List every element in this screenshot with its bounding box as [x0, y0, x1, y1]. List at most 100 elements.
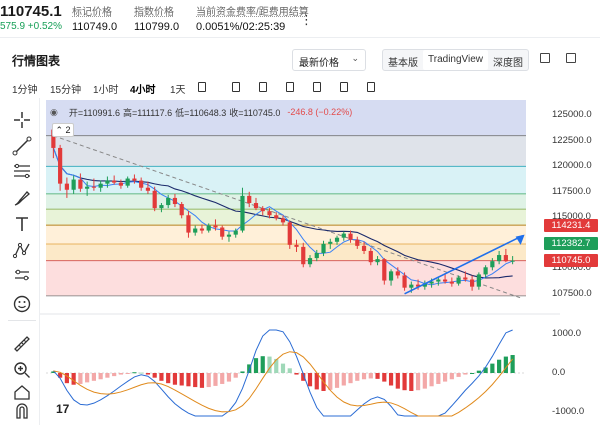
candle — [307, 258, 313, 265]
fullscreen-icon[interactable] — [540, 53, 550, 63]
price-tick-label: 115000.0 — [552, 211, 591, 223]
candle — [490, 261, 495, 268]
candle — [274, 215, 279, 219]
zoom-in-icon[interactable] — [12, 360, 32, 380]
candle — [139, 180, 144, 188]
ohlc-low: 低=110648.3 — [175, 107, 227, 118]
price-tick-label: 117500.0 — [552, 185, 591, 197]
chart-type-icon[interactable] — [259, 82, 267, 92]
ruler-icon[interactable] — [12, 334, 32, 354]
text-icon[interactable] — [12, 214, 32, 234]
candle — [71, 179, 76, 190]
settings-icon[interactable] — [198, 82, 206, 92]
tab-basic[interactable]: 基本版 — [388, 58, 418, 69]
magnet-icon[interactable] — [12, 400, 32, 420]
macd-bar — [470, 373, 475, 374]
candle — [159, 205, 164, 209]
candle — [287, 222, 292, 245]
ma-short-line — [52, 147, 513, 286]
price-tick-label: 120000.0 — [552, 160, 592, 172]
macd-bar — [58, 373, 63, 378]
macd-bar — [71, 373, 76, 385]
candle — [463, 277, 468, 280]
price-type-dropdown[interactable]: 最新价格 ⌄ — [292, 49, 366, 71]
macd-bar — [476, 370, 481, 373]
popout-icon[interactable] — [566, 53, 576, 63]
macd-bar — [199, 373, 205, 388]
price-tick-label: 110000.0 — [552, 262, 591, 274]
timeframe-1h[interactable]: 1小时 — [93, 85, 119, 96]
indicator-icon[interactable] — [232, 82, 240, 92]
brush-icon[interactable] — [12, 188, 32, 208]
indicator-toggle-button[interactable]: ⌃ 2 — [52, 123, 74, 137]
macd-bar — [463, 373, 468, 375]
price-tick-label: 125000.0 — [552, 109, 592, 121]
macd-bar — [132, 372, 137, 374]
candle — [375, 259, 380, 263]
candle — [415, 284, 421, 287]
price-tick-label: 122500.0 — [552, 134, 592, 146]
candle — [368, 250, 373, 263]
forecast-icon[interactable] — [12, 266, 32, 286]
candle — [105, 180, 110, 184]
candle — [186, 215, 191, 233]
macd-bar — [348, 373, 353, 384]
stat-value: 110799.0 — [134, 21, 180, 33]
fib-icon[interactable] — [12, 162, 32, 182]
macd-bar — [436, 373, 441, 384]
pattern-icon[interactable] — [12, 240, 32, 260]
macd-bar — [226, 373, 232, 382]
macd-bar — [415, 373, 421, 391]
macd-bar — [274, 358, 279, 373]
macd-bar — [334, 373, 340, 388]
timeframe-1d[interactable]: 1天 — [170, 85, 186, 96]
candle — [483, 267, 488, 275]
candle — [321, 243, 326, 253]
macd-bar — [145, 373, 151, 375]
macd-bar — [483, 367, 488, 373]
eye-icon[interactable]: ◉ — [50, 106, 58, 117]
candle — [348, 233, 353, 240]
macd-bar — [193, 373, 198, 388]
tab-depth[interactable]: 深度图 — [493, 58, 524, 69]
trend-line-icon[interactable] — [12, 136, 32, 156]
timeframe-1m[interactable]: 1分钟 — [12, 85, 38, 96]
macd-bar — [395, 373, 400, 389]
more-options-icon[interactable]: ⋮ — [300, 12, 314, 27]
crosshair-icon[interactable] — [12, 110, 32, 130]
emoji-icon[interactable] — [12, 294, 32, 314]
tab-tradingview[interactable]: TradingView — [423, 50, 489, 70]
compare-icon[interactable] — [313, 82, 321, 92]
candle — [409, 284, 414, 288]
macd-bar — [179, 373, 184, 386]
price-chart[interactable] — [40, 98, 560, 425]
alert-icon[interactable] — [340, 82, 348, 92]
timeframe-4h[interactable]: 4小时 — [130, 85, 156, 96]
timeframe-15m[interactable]: 15分钟 — [50, 85, 82, 96]
last-price: 110745.1 — [0, 3, 62, 20]
stat-label: 指数价格 — [134, 7, 174, 18]
candle — [449, 281, 454, 284]
candle — [334, 237, 340, 242]
macd-bar — [139, 372, 144, 374]
layout-icon[interactable] — [286, 82, 294, 92]
macd-bar — [361, 373, 367, 380]
macd-bar — [503, 356, 508, 373]
timeframe-bar: 1分钟 15分钟 1小时 4小时 1天 — [0, 78, 600, 98]
ohlc-high: 高=111117.6 — [123, 107, 173, 118]
candle — [112, 180, 117, 183]
fib-band — [46, 193, 526, 210]
macd-bar — [382, 373, 387, 382]
macd-bar — [341, 373, 346, 386]
candle — [280, 218, 286, 223]
price-type-label: 最新价格 — [299, 58, 339, 69]
macd-bar — [85, 373, 90, 383]
macd-bar — [280, 363, 286, 373]
macd-tick-label: -1000.0 — [552, 406, 585, 418]
replay-icon[interactable] — [367, 82, 375, 92]
ohlc-change: -246.8 (−0.22%) — [287, 107, 353, 117]
candle — [388, 271, 394, 281]
macd-bar — [186, 373, 191, 387]
home-icon[interactable] — [12, 382, 32, 402]
macd-bar — [213, 373, 218, 386]
